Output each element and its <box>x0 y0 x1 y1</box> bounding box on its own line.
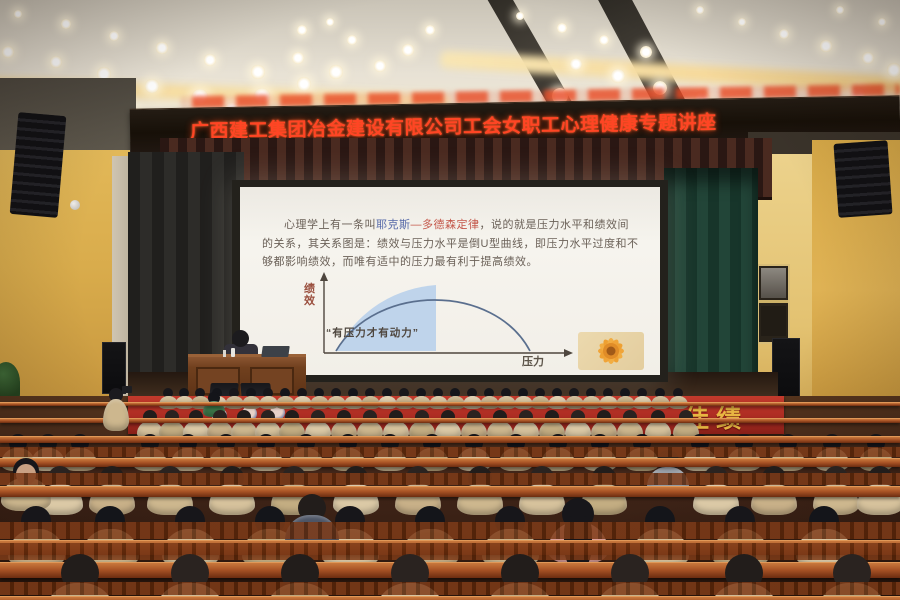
ceiling-light <box>611 69 625 83</box>
ceiling-light <box>329 65 343 79</box>
chart-area-label: “有压力才有动力” <box>326 327 419 339</box>
chair-backs <box>0 542 900 561</box>
photographer <box>102 385 132 431</box>
bench-row <box>0 562 900 578</box>
bench-row <box>0 486 900 497</box>
slide-term-red: —多德森定律 <box>410 219 480 231</box>
dome-camera <box>70 200 80 210</box>
bench-row <box>0 458 900 467</box>
ceiling-light <box>13 9 23 19</box>
sunflower-core <box>606 346 616 356</box>
slide-text: 心理学上有一条叫 <box>284 219 376 231</box>
bench-row <box>0 418 900 423</box>
water-bottle <box>231 348 235 357</box>
ceiling-light <box>598 34 610 46</box>
ceiling-light <box>203 53 217 67</box>
sunflower-drawing <box>598 338 624 364</box>
ceiling-light <box>97 67 111 81</box>
ceiling-light <box>49 55 63 69</box>
ceiling-light <box>61 19 71 29</box>
ceiling-light <box>373 59 387 73</box>
slide-text: ，说的就是压力水平和绩效间的关系，其关系图是：绩效与压力水平是倒U型曲线，即压力… <box>262 219 639 268</box>
ceiling-light <box>425 25 435 35</box>
ceiling-light <box>144 78 160 94</box>
bench-row <box>0 436 900 443</box>
window-pane <box>761 306 786 336</box>
y-axis-arrow <box>320 272 328 281</box>
speaker-tower-left <box>102 342 126 394</box>
ceiling-light <box>877 17 887 27</box>
sunflower-image <box>578 332 644 370</box>
ceiling-light <box>737 17 747 27</box>
stage-curtain-green <box>664 168 758 404</box>
slide-paragraph: 心理学上有一条叫耶克斯—多德森定律，说的就是压力水平和绩效间的关系，其关系图是：… <box>262 216 640 272</box>
ceiling-light <box>778 28 790 40</box>
ceiling-light <box>156 42 168 54</box>
ceiling-light <box>696 6 704 14</box>
ceiling-light <box>640 46 652 58</box>
chart-x-label: 压力 <box>522 356 544 368</box>
inverted-u-chart: 绩效 压力 “有压力才有动力” <box>298 271 588 368</box>
x-axis-arrow <box>564 349 573 357</box>
ceiling-light <box>887 63 900 77</box>
chart-curve <box>335 299 531 352</box>
chair-backs <box>0 472 900 485</box>
projection-screen: 心理学上有一条叫耶克斯—多德森定律，说的就是压力水平和绩效间的关系，其关系图是：… <box>240 187 660 375</box>
ceiling-light <box>2 46 14 58</box>
water-bottle <box>223 350 226 357</box>
chart-canvas <box>320 272 573 357</box>
chair-backs <box>0 447 900 458</box>
bench-row <box>0 596 900 600</box>
ceiling-light <box>402 44 414 56</box>
chair-backs <box>0 581 900 595</box>
ceiling-light <box>251 65 265 79</box>
chair-backs <box>0 522 900 539</box>
chart-y-label: 绩效 <box>304 283 315 307</box>
ceiling-light <box>557 23 567 33</box>
window-bar <box>759 300 788 303</box>
ceiling-light <box>296 76 312 92</box>
ceiling-light <box>820 40 832 52</box>
ceiling-light <box>325 17 335 27</box>
ceiling-light <box>108 30 120 42</box>
ceiling-light <box>569 57 583 71</box>
bench-row <box>0 402 900 406</box>
control-window <box>757 264 790 344</box>
ceiling-light <box>346 34 358 46</box>
ceiling-light <box>861 51 875 65</box>
window-pane <box>761 268 786 298</box>
slide-term-blue: 耶克斯 <box>376 219 411 231</box>
lecturer-head <box>232 330 249 347</box>
ceiling-light <box>515 11 525 21</box>
ceiling-light <box>836 6 844 14</box>
ceiling-light <box>291 51 305 65</box>
potted-plant <box>0 362 20 402</box>
ceiling-light <box>297 25 307 35</box>
